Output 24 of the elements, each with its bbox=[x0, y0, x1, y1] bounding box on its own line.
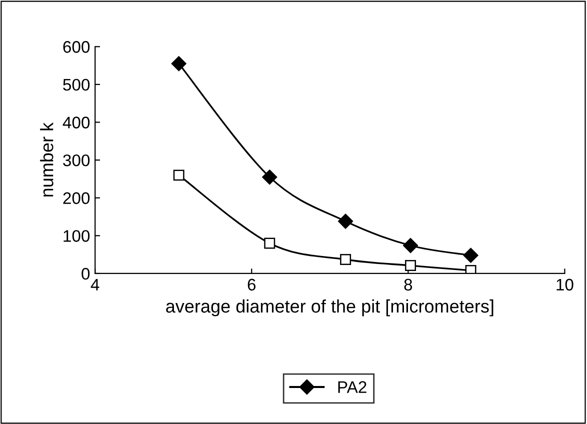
point bbox=[171, 56, 186, 72]
y-tick-label: 600 bbox=[63, 41, 90, 53]
point bbox=[262, 170, 278, 185]
y-tick-label: 200 bbox=[63, 192, 90, 204]
point bbox=[338, 214, 354, 229]
point bbox=[403, 238, 418, 253]
x-tick-label: 10 bbox=[556, 278, 574, 291]
y-tick-label: 400 bbox=[62, 116, 90, 128]
x-tick-label: 4 bbox=[90, 278, 100, 290]
point bbox=[463, 248, 478, 263]
x-tick-label: 8 bbox=[404, 278, 412, 291]
y-tick-label: 300 bbox=[63, 154, 90, 166]
y-tick-label: 100 bbox=[64, 230, 90, 242]
legend-label: PA2 bbox=[338, 381, 366, 393]
x-tick-label: 6 bbox=[248, 278, 256, 291]
point bbox=[340, 254, 352, 265]
x-axis-title: average diameter of the pit [micrometers] bbox=[166, 299, 494, 316]
y-tick-label: 0 bbox=[82, 268, 90, 280]
y-axis-title: number k bbox=[40, 122, 54, 196]
y-tick-label: 500 bbox=[63, 78, 90, 91]
point bbox=[405, 260, 416, 272]
point bbox=[264, 238, 276, 249]
point bbox=[173, 170, 184, 181]
point bbox=[465, 264, 476, 274]
